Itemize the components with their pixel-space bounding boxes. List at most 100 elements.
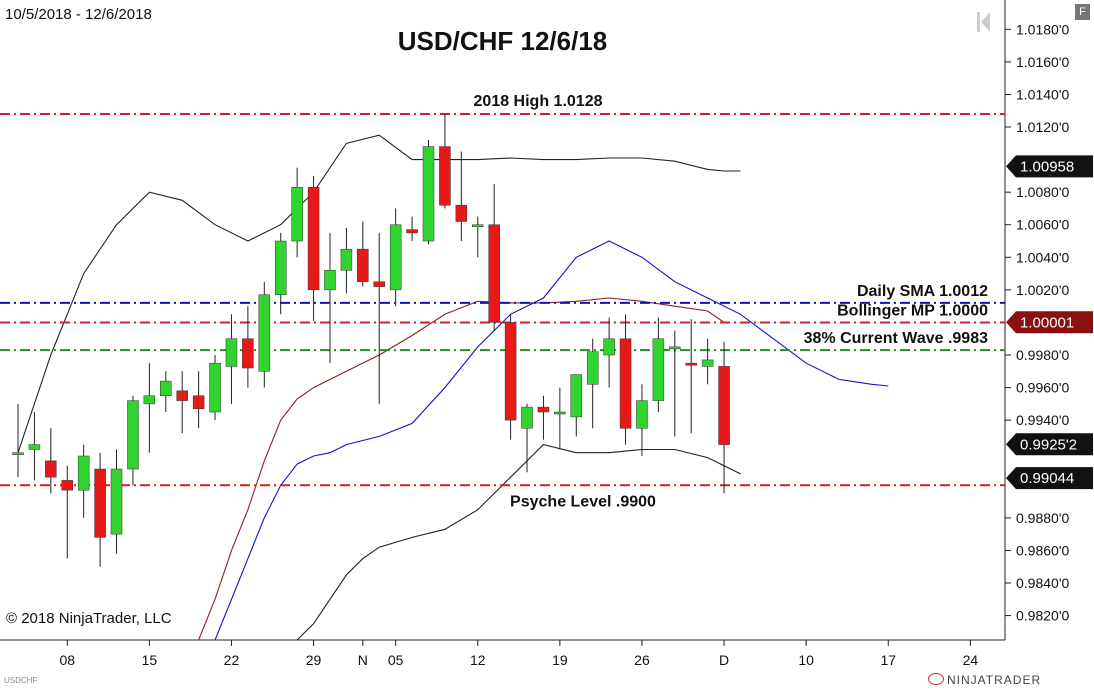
candle [422, 140, 435, 245]
candle [603, 317, 615, 388]
candle [291, 167, 303, 258]
candle-body [143, 395, 156, 405]
x-tick-label: 05 [388, 652, 404, 668]
candle [652, 317, 665, 413]
x-tick-label: 24 [963, 652, 979, 668]
candle-body [554, 411, 566, 415]
y-tick-label: 1.0080'0 [1016, 184, 1069, 200]
price-badge-text: 0.99044 [1020, 470, 1074, 487]
candle-body [455, 204, 468, 222]
f-button[interactable]: F [1075, 4, 1090, 20]
candle-body [28, 444, 41, 450]
axis-layer: 1.0180'0 1.0160'0 1.0140'0 1.0120'0 1.0080'0… [0, 0, 1069, 668]
candle [718, 341, 730, 494]
candle [160, 371, 172, 413]
x-tick-label: 22 [224, 652, 240, 668]
candle-body [504, 322, 517, 421]
candle [669, 330, 681, 437]
candle-body [242, 338, 254, 369]
y-tick-label: 1.0160'0 [1016, 54, 1069, 70]
date-range: 10/5/2018 - 12/6/2018 [5, 6, 152, 23]
candle [636, 384, 648, 456]
candle-body [488, 224, 500, 323]
candle [274, 232, 287, 315]
candle [28, 412, 41, 481]
candle [324, 232, 336, 364]
indicator-line-0 [17, 134, 741, 453]
y-tick-label: 1.0020'0 [1016, 282, 1069, 298]
candle [586, 338, 599, 429]
candle-body [619, 338, 632, 429]
x-tick-label: 26 [634, 652, 650, 668]
candle-body [274, 240, 287, 296]
candle-body [324, 270, 336, 291]
level-lines: 2018 High 1.0128 Daily SMA 1.0012 Bollinge… [0, 93, 1005, 510]
candle [521, 403, 533, 473]
candle [176, 371, 188, 434]
candle [225, 314, 238, 404]
chart-title: USD/CHF 12/6/18 [397, 26, 608, 56]
candle-body [209, 362, 221, 413]
candle [45, 428, 57, 494]
indicator-lines [17, 134, 889, 641]
x-tick-label: N [358, 652, 368, 668]
candle [258, 281, 271, 388]
x-tick-label: 29 [306, 652, 322, 668]
y-tick-label: 1.0140'0 [1016, 86, 1069, 102]
price-badge-0: 1.00958 [1006, 155, 1093, 178]
candle-body [422, 146, 435, 242]
candle-body [45, 460, 57, 478]
price-badge-1: 1.00001 [1006, 311, 1093, 334]
indicator-line-3 [214, 240, 889, 641]
candles [12, 113, 730, 567]
candle-body [669, 346, 681, 350]
candle [389, 208, 402, 307]
y-tick-label: 1.0120'0 [1016, 119, 1069, 135]
candle [192, 371, 205, 429]
candle-body [603, 338, 615, 356]
candle [406, 216, 418, 242]
candle [242, 306, 254, 388]
price-badge-text: 1.00958 [1020, 158, 1074, 175]
candle [77, 444, 90, 518]
candle-body [192, 395, 205, 410]
y-tick-label: 1.0060'0 [1016, 217, 1069, 233]
candle-body [77, 455, 90, 491]
candle-body [570, 374, 583, 418]
level-label-3: 38% Current Wave .9983 [804, 330, 988, 347]
candle-body [340, 248, 353, 271]
candle-body [258, 294, 271, 372]
y-tick-label: 0.9840'0 [1016, 575, 1069, 591]
candle [373, 232, 385, 404]
y-tick-label: 0.9880'0 [1016, 510, 1069, 526]
candle-body [685, 362, 697, 366]
price-badge-3: 0.99044 [1006, 467, 1093, 490]
candle-body [472, 224, 484, 227]
x-tick-label: 15 [142, 652, 158, 668]
scroll-to-start-icon[interactable] [977, 12, 991, 32]
candle [619, 314, 632, 445]
x-tick-label: 12 [470, 652, 486, 668]
candle-body [307, 187, 320, 291]
candle [307, 175, 320, 321]
price-badge-shape [1006, 155, 1093, 178]
candle-body [225, 338, 238, 367]
symbol-label: USDCHF [4, 676, 38, 685]
price-badge-shape [1006, 311, 1093, 334]
price-badges: 1.00958 1.00001 0.9925'2 0.99044 [1006, 155, 1093, 490]
price-badge-2: 0.9925'2 [1006, 433, 1093, 456]
candle-body [586, 351, 599, 385]
level-label-0: 2018 High 1.0128 [474, 93, 603, 110]
candle-body [406, 229, 418, 234]
x-tick-label: 19 [552, 652, 568, 668]
candle [455, 151, 468, 242]
candle-body [537, 406, 550, 413]
y-tick-label: 0.9980'0 [1016, 347, 1069, 363]
brand-text: NINJATRADER [947, 673, 1042, 687]
candle [61, 465, 74, 559]
candle-body [110, 468, 123, 535]
candle [537, 395, 550, 440]
indicator-line-1 [296, 443, 741, 641]
candle-body [12, 452, 24, 455]
